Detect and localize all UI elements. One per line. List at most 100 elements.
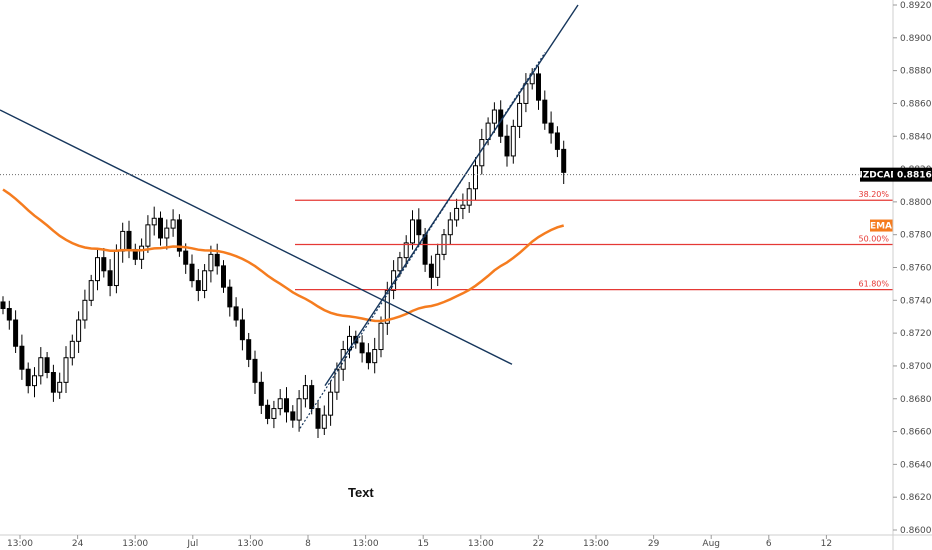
candle [202, 264, 208, 299]
candle [158, 211, 163, 246]
candle [510, 119, 516, 164]
time-tick-label: 22 [533, 539, 544, 549]
symbol-tag [860, 167, 893, 182]
descending-trendline[interactable] [0, 109, 513, 365]
time-tick-label: 15 [417, 539, 428, 549]
time-tick-label: 13:00 [237, 539, 263, 549]
candle [290, 405, 296, 428]
time-axis: 13:00 24 13:00 Jul 13:00 8 13:00 15 13:00 22 13:00… [7, 535, 832, 549]
candle [454, 198, 460, 227]
candle [88, 274, 94, 307]
candle [246, 332, 252, 368]
candle [170, 209, 176, 237]
symbol-tag-label: NZDCAD [855, 171, 898, 181]
time-tick-label: Jul [186, 539, 198, 549]
candle [214, 243, 220, 275]
candle [57, 372, 63, 399]
candle [145, 215, 151, 253]
candle [296, 390, 302, 432]
candle [365, 343, 371, 370]
candle [195, 268, 201, 302]
candle [277, 389, 283, 416]
last-price-tag-label: 0.88166 [897, 171, 932, 181]
candle [101, 247, 107, 278]
fib-level-label: 50.00% [858, 235, 889, 244]
candle [120, 222, 126, 263]
candle [435, 243, 441, 287]
candle [176, 214, 182, 257]
time-tick-label: 24 [72, 539, 84, 549]
time-tick-label: 13:00 [353, 539, 379, 549]
candle [233, 297, 239, 327]
time-tick-label: 6 [766, 539, 772, 549]
candle [6, 300, 12, 330]
candlestick-series [0, 66, 567, 438]
candle [13, 310, 19, 353]
candle [139, 238, 145, 269]
ema-curve[interactable] [2, 188, 565, 323]
candle [69, 334, 75, 366]
channel-dotted-line[interactable] [299, 52, 546, 429]
candle [208, 245, 214, 283]
candle [19, 334, 25, 380]
candle [126, 220, 132, 259]
time-tick-label: 13:00 [583, 539, 609, 549]
candle [258, 371, 264, 415]
time-tick-label: 13:00 [7, 539, 33, 549]
chart-annotation-text[interactable]: Text [348, 485, 374, 500]
candle [542, 90, 548, 130]
candle [95, 249, 100, 291]
last-price-tag [893, 167, 932, 182]
ema-line: EMA [2, 188, 893, 323]
candle [428, 255, 434, 289]
candle [309, 379, 315, 415]
candle [554, 126, 560, 158]
ema-tag [870, 219, 893, 232]
candle [164, 219, 170, 250]
time-tick-label: 13:00 [468, 539, 494, 549]
candle [239, 308, 245, 351]
candle [466, 182, 472, 213]
fibonacci-levels: 38.20% 50.00% 61.80% [295, 190, 893, 291]
candle [372, 337, 378, 374]
candle [410, 210, 415, 250]
candle [504, 124, 510, 167]
candle [561, 140, 567, 184]
candle [252, 350, 258, 394]
candle [25, 362, 31, 394]
candle [132, 243, 138, 266]
fib-level-label: 61.80% [858, 280, 889, 289]
candle [151, 206, 157, 236]
candle [378, 316, 384, 358]
candle [384, 281, 390, 335]
candle [189, 254, 195, 288]
candle [284, 387, 289, 423]
candle [302, 374, 308, 408]
time-tick-label: 29 [648, 539, 660, 549]
candle [517, 94, 523, 139]
time-tick-label: 12 [821, 539, 832, 549]
candle [38, 347, 44, 385]
trendlines [0, 4, 579, 429]
candle [416, 208, 422, 246]
candle [44, 351, 50, 379]
time-tick-label: Aug [702, 539, 720, 549]
candle [265, 399, 271, 425]
candle [76, 311, 82, 353]
candle [221, 260, 226, 293]
